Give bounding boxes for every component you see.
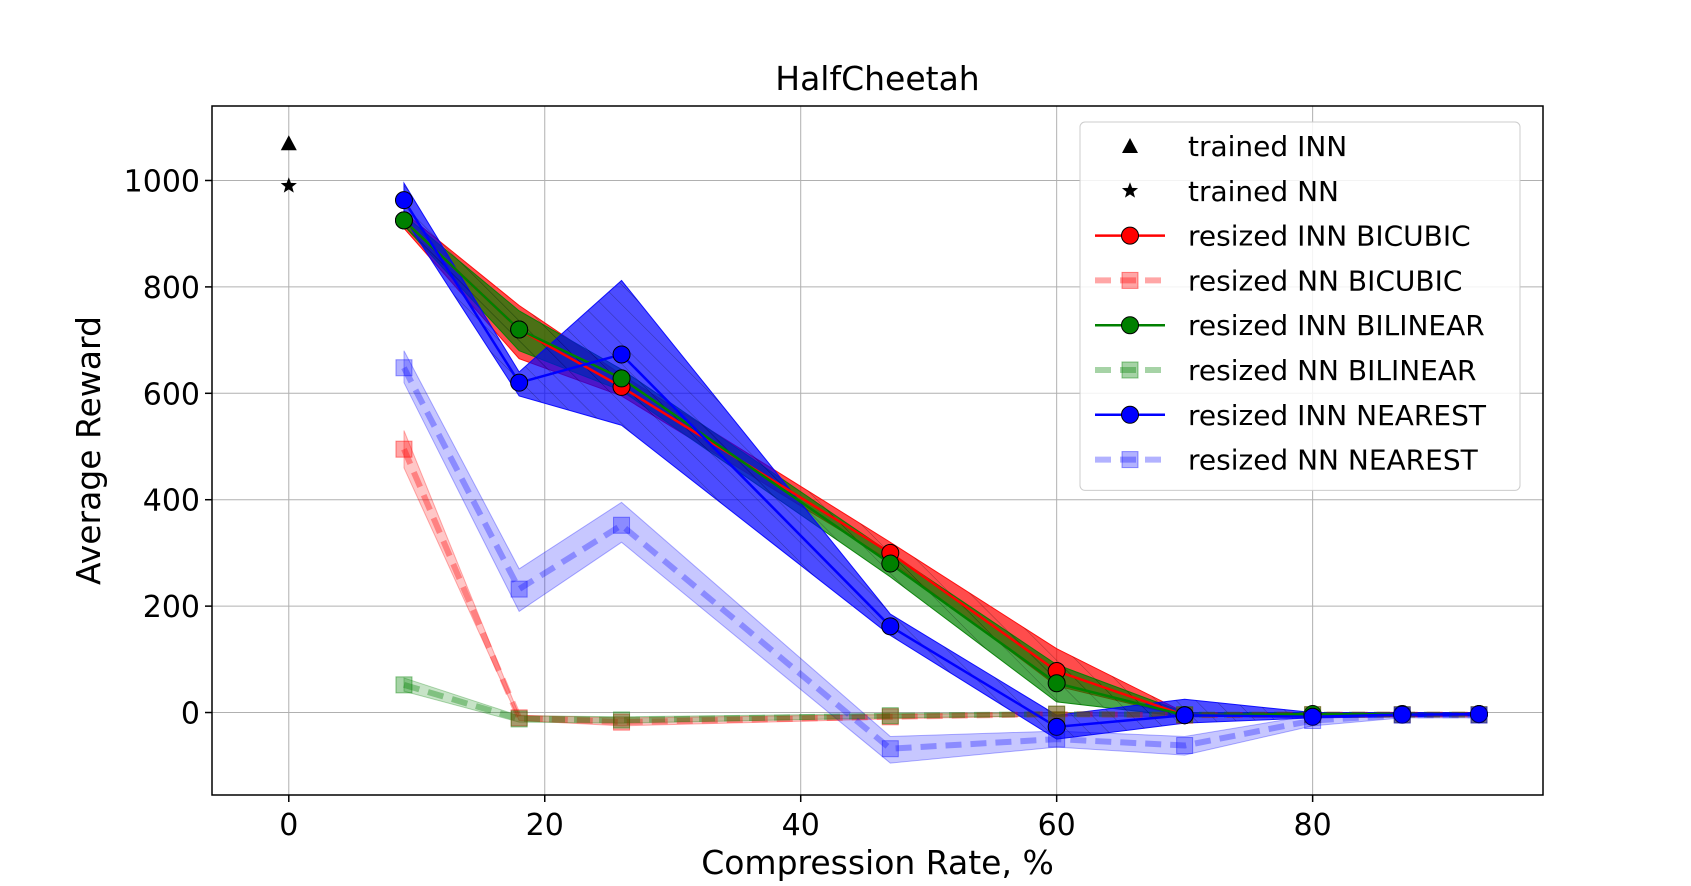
legend-entry-label: resized INN BICUBIC: [1188, 220, 1471, 253]
data-point: [613, 516, 631, 534]
y-tick-label: 800: [143, 271, 200, 306]
y-tick-label: 200: [143, 590, 200, 625]
legend-entry-label: resized INN NEAREST: [1188, 399, 1487, 432]
x-tick-label: 80: [1294, 808, 1332, 843]
chart-title: HalfCheetah: [775, 59, 979, 98]
series-line: [401, 447, 1480, 726]
x-axis-ticks: 0 20 40 60 80: [279, 795, 1332, 843]
data-point: [1393, 706, 1411, 724]
legend-swatch-marker: [1121, 405, 1139, 424]
y-tick-label: 0: [181, 697, 200, 732]
data-point: [881, 708, 899, 726]
legend-entry-label: resized INN BILINEAR: [1188, 309, 1485, 342]
legend-entry-label: trained INN: [1188, 130, 1347, 163]
data-point: [1047, 674, 1066, 693]
series-markers: [280, 135, 1489, 758]
y-axis-ticks: 0 200 400 600 800 1000: [124, 164, 212, 732]
legend-entry-label: resized NN NEAREST: [1188, 444, 1479, 477]
data-point: [1304, 712, 1322, 730]
legend-swatch-marker: [1121, 271, 1139, 289]
legend-swatch: [1122, 138, 1138, 153]
data-point: [612, 369, 631, 388]
y-tick-label: 1000: [124, 164, 200, 199]
x-axis-label: Compression Rate, %: [701, 843, 1054, 882]
data-point: [612, 345, 631, 364]
legend-frame: [1079, 121, 1521, 491]
y-axis-label: Average Reward: [69, 316, 108, 585]
y-tick-label: 600: [143, 377, 200, 412]
data-point: [510, 709, 528, 727]
data-point: [1470, 706, 1488, 724]
legend-swatch-marker: [1121, 226, 1139, 245]
legend-entry-label: resized NN BICUBIC: [1188, 264, 1462, 297]
y-tick-label: 400: [143, 484, 200, 519]
legend-entry-label: trained NN: [1188, 175, 1339, 208]
data-point: [881, 554, 900, 573]
data-point: [1303, 707, 1322, 726]
data-point: [510, 320, 529, 339]
reference-point: [280, 177, 297, 193]
series-line: [401, 366, 1480, 752]
x-tick-label: 60: [1038, 808, 1076, 843]
data-point: [881, 740, 899, 758]
legend-swatch-marker: [1121, 316, 1139, 335]
data-point: [1175, 706, 1194, 725]
legend: trained INN trained NN resized INN BICUBIC…: [1079, 121, 1521, 491]
data-point: [881, 707, 899, 725]
legend-swatch-marker: [1121, 361, 1139, 379]
data-point: [510, 373, 529, 392]
data-point: [1048, 730, 1066, 748]
x-tick-label: 0: [279, 808, 298, 843]
legend-entry-label: resized NN BILINEAR: [1188, 354, 1476, 387]
x-tick-label: 40: [782, 808, 820, 843]
reference-point: [280, 135, 297, 151]
data-point: [1393, 705, 1412, 724]
legend-swatch: [1121, 182, 1139, 198]
data-point: [510, 580, 528, 598]
data-point: [613, 713, 631, 731]
data-point: [394, 191, 413, 210]
data-point: [613, 711, 631, 729]
plot-frame: [211, 105, 1544, 796]
data-point: [510, 710, 528, 728]
data-point: [395, 440, 413, 458]
data-point: [1470, 705, 1489, 724]
x-tick-label: 20: [526, 808, 564, 843]
data-point: [395, 359, 413, 377]
data-point: [1176, 737, 1194, 755]
data-point: [395, 676, 413, 694]
data-point: [1047, 717, 1066, 736]
legend-swatch-marker: [1121, 451, 1139, 469]
series-line: [403, 681, 1480, 723]
data-point: [394, 211, 413, 230]
data-point: [881, 617, 900, 636]
